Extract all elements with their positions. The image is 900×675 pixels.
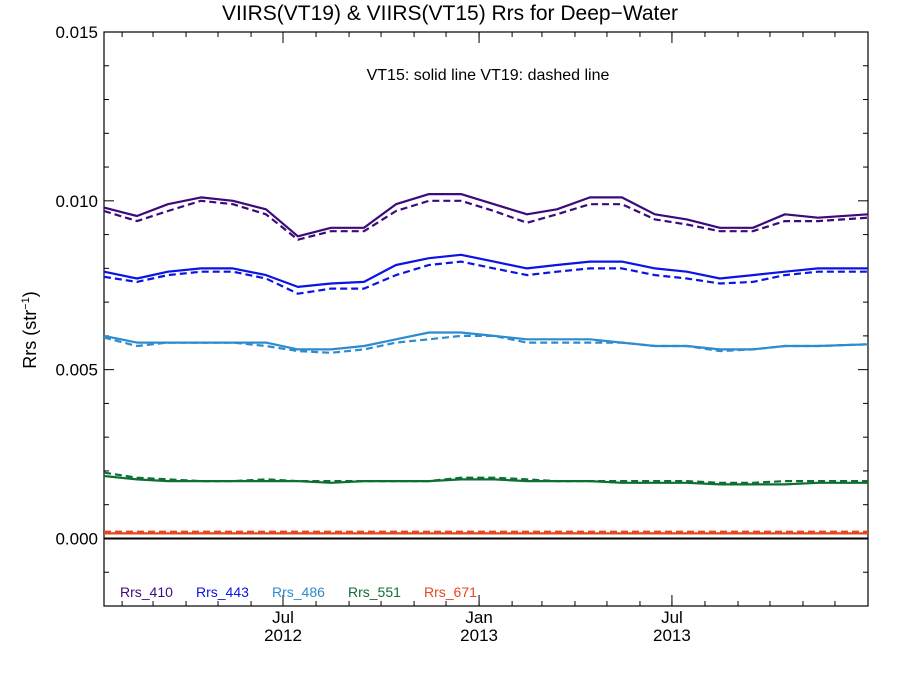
series-line-rrs_410-solid — [103, 193, 869, 238]
x-tick-year-label: 2012 — [264, 626, 302, 645]
legend-item-rrs_410: Rrs_410 — [120, 584, 173, 600]
y-tick-label: 0.010 — [55, 192, 98, 211]
y-tick-label: 0.015 — [55, 23, 98, 42]
series-line-rrs_443-dashed — [103, 260, 868, 295]
legend: Rrs_410 Rrs_443 Rrs_486 Rrs_551 Rrs_671 — [120, 584, 477, 600]
series-line-rrs_410-dashed — [103, 199, 869, 241]
y-tick-label: 0.000 — [55, 529, 98, 548]
x-tick-month-label: Jul — [272, 608, 294, 627]
y-tick-label: 0.005 — [55, 361, 98, 380]
x-tick-month-label: Jul — [661, 608, 683, 627]
series-lines — [103, 193, 869, 535]
axis-labels: 0.0000.0050.0100.015Jul2012Jan2013Jul201… — [55, 23, 690, 645]
y-axis-label-sup: −1 — [20, 297, 32, 310]
series-line-rrs_551-dashed — [103, 471, 868, 484]
legend-item-rrs_443: Rrs_443 — [196, 584, 249, 600]
y-axis-label: Rrs (str−1) — [20, 291, 40, 369]
axes — [103, 31, 869, 607]
series-line-rrs_486-dashed — [103, 334, 869, 354]
legend-item-rrs_671: Rrs_671 — [424, 584, 477, 600]
y-axis-label-close: ) — [20, 291, 40, 297]
series-line-rrs_443-solid — [103, 253, 868, 288]
line-style-annotation: VT15: solid line VT19: dashed line — [367, 67, 610, 84]
plot-frame — [103, 31, 869, 607]
y-axis-label-main: Rrs (str — [20, 310, 40, 369]
chart-title: VIIRS(VT19) & VIIRS(VT15) Rrs for Deep−W… — [221, 2, 679, 25]
x-tick-year-label: 2013 — [653, 626, 691, 645]
legend-item-rrs_551: Rrs_551 — [348, 584, 401, 600]
legend-item-rrs_486: Rrs_486 — [272, 584, 325, 600]
x-tick-year-label: 2013 — [460, 626, 498, 645]
x-tick-month-label: Jan — [465, 608, 492, 627]
